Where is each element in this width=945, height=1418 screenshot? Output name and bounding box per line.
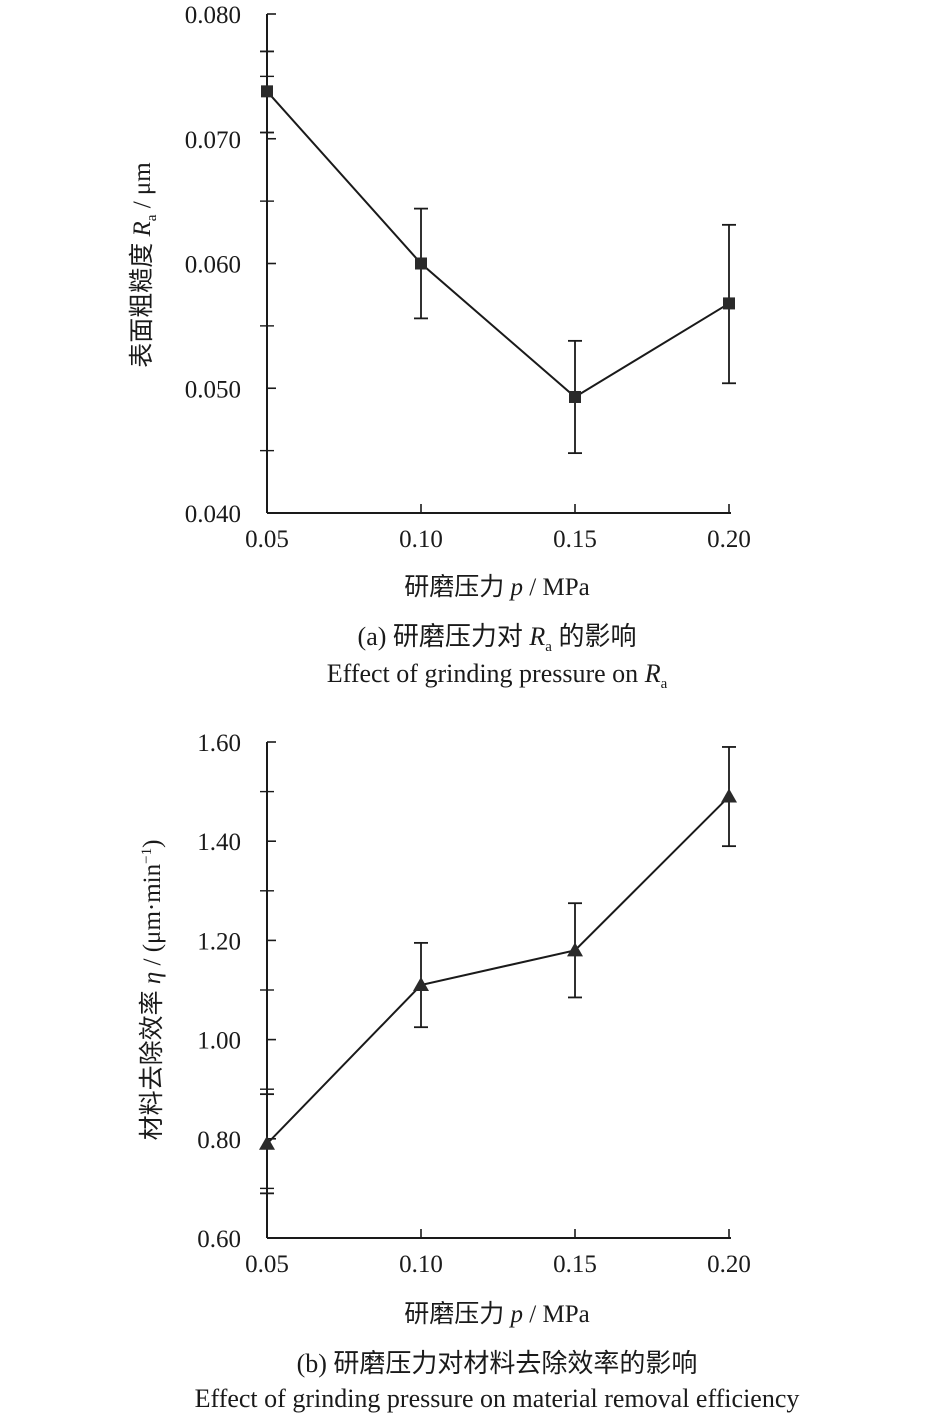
y-tick-label: 0.070 (185, 127, 241, 154)
chart-b-markers (259, 788, 737, 1150)
chart-a-error-bars (260, 50, 736, 455)
data-point-triangle (413, 977, 429, 992)
y-tick-label: 0.080 (185, 2, 241, 29)
chart-a-series (266, 90, 730, 399)
x-tick-label: 0.20 (707, 1251, 751, 1278)
x-tick-label: 0.15 (553, 526, 597, 553)
chart-b-y-axis-title: 材料去除效率 η / (μm·min−1) (138, 840, 166, 1141)
series-line (266, 90, 730, 399)
chart-a-axes (266, 14, 731, 514)
chart-b-axes (266, 742, 731, 1239)
chart-b-caption-line2: Effect of grinding pressure on material … (195, 1384, 800, 1413)
data-point-square (261, 85, 273, 98)
y-tick-label: 0.040 (185, 501, 241, 528)
data-point-square (415, 257, 427, 270)
chart-a-x-axis-title: 研磨压力 p / MPa (404, 573, 589, 601)
y-tick-label: 1.40 (197, 829, 241, 856)
chart-a-x-ticks: 0.05 0.10 0.15 0.20 (245, 504, 751, 553)
x-tick-label: 0.10 (399, 526, 443, 553)
y-tick-label: 0.80 (197, 1127, 241, 1154)
data-point-square (723, 297, 735, 310)
chart-b-error-bars (260, 746, 736, 1195)
x-tick-label: 0.05 (245, 1251, 289, 1278)
data-point-square (569, 390, 581, 403)
chart-b: 0.60 0.80 1.00 1.20 1.40 1.60 0.05 0.10 0.15 0.2… (138, 730, 799, 1413)
chart-b-series (266, 795, 730, 1145)
y-tick-label: 1.60 (197, 730, 241, 757)
x-tick-label: 0.15 (553, 1251, 597, 1278)
chart-a-markers (261, 85, 735, 403)
x-tick-label: 0.05 (245, 526, 289, 553)
x-tick-label: 0.10 (399, 1251, 443, 1278)
y-tick-label: 0.060 (185, 252, 241, 279)
y-tick-label: 0.60 (197, 1226, 241, 1253)
y-tick-label: 1.20 (197, 928, 241, 955)
data-point-triangle (567, 942, 583, 957)
chart-b-caption-line1: (b) 研磨压力对材料去除效率的影响 (297, 1349, 698, 1378)
chart-b-x-axis-title: 研磨压力 p / MPa (404, 1300, 589, 1328)
data-point-triangle (259, 1135, 275, 1150)
chart-a-y-ticks: 0.040 0.050 0.060 0.070 0.080 (185, 2, 276, 528)
series-line (266, 795, 730, 1145)
chart-a-caption-line1: (a) 研磨压力对 Ra 的影响 (358, 622, 637, 655)
chart-b-x-ticks: 0.05 0.10 0.15 0.20 (245, 1229, 751, 1278)
data-point-triangle (721, 788, 737, 803)
chart-a-y-axis-title: 表面粗糙度 Ra / μm (128, 162, 160, 368)
y-tick-label: 1.00 (197, 1028, 241, 1055)
y-tick-label: 0.050 (185, 376, 241, 403)
x-tick-label: 0.20 (707, 526, 751, 553)
chart-a-caption-line2: Effect of grinding pressure on Ra (327, 659, 668, 692)
chart-b-y-ticks: 0.60 0.80 1.00 1.20 1.40 1.60 (197, 730, 276, 1253)
